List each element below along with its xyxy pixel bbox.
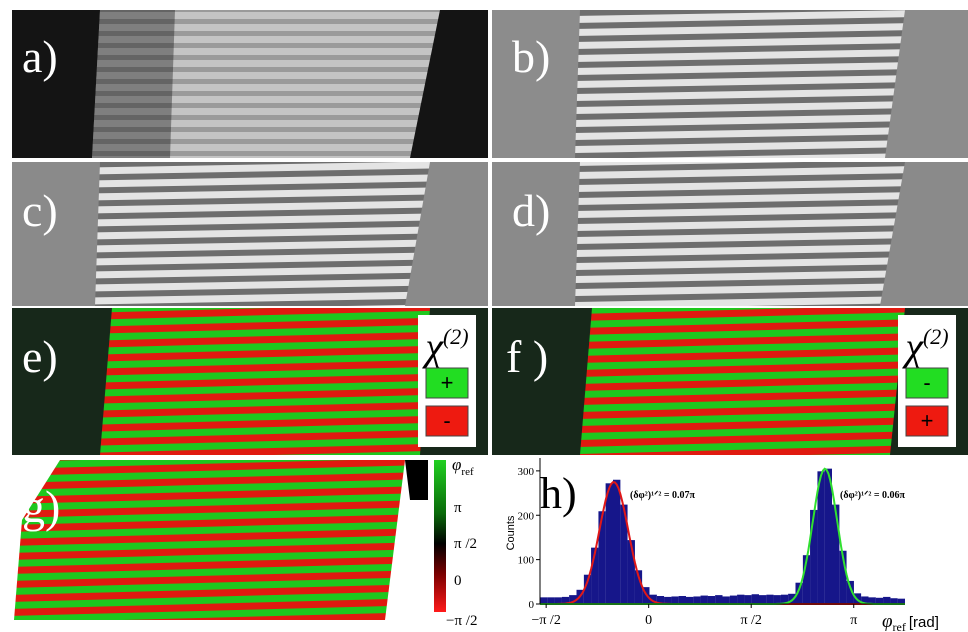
panel-e: e) χ(2) + - bbox=[12, 308, 488, 455]
bar bbox=[561, 596, 570, 604]
subscript: ref bbox=[461, 466, 474, 478]
bar bbox=[583, 574, 592, 604]
bar bbox=[861, 596, 869, 604]
panel-b: b) bbox=[492, 10, 968, 158]
bar bbox=[598, 511, 606, 604]
bar bbox=[773, 595, 781, 604]
bar bbox=[715, 595, 723, 604]
colorbar-label: π bbox=[454, 500, 462, 516]
legend-sign: + bbox=[441, 370, 454, 395]
panel-c: c) bbox=[12, 162, 488, 306]
bar bbox=[890, 598, 898, 604]
bar bbox=[839, 550, 847, 604]
bar bbox=[832, 504, 840, 604]
panel-label: d) bbox=[512, 185, 550, 236]
y-tick-label: 300 bbox=[518, 466, 535, 478]
x-tick-label: π /2 bbox=[740, 613, 761, 628]
legend-title: χ(2) bbox=[421, 324, 468, 369]
bar bbox=[678, 596, 686, 604]
unit: [rad] bbox=[909, 614, 939, 631]
panel-label: g) bbox=[22, 481, 60, 532]
bar bbox=[780, 594, 789, 604]
panel-g: g) φref π π /2 0 −π /2 bbox=[12, 455, 477, 629]
legend-sign: - bbox=[443, 408, 450, 433]
bar bbox=[744, 595, 752, 604]
bar bbox=[846, 580, 854, 604]
bar bbox=[788, 593, 796, 604]
bar bbox=[766, 594, 774, 604]
x-tick-label: 0 bbox=[645, 613, 652, 628]
panel-label: c) bbox=[22, 185, 58, 236]
x-tick-label: −π /2 bbox=[531, 613, 560, 628]
bar bbox=[591, 547, 599, 604]
symbol: φ bbox=[452, 455, 461, 474]
bar bbox=[554, 597, 562, 604]
panel-f: f ) χ(2) - + bbox=[492, 308, 968, 455]
bar bbox=[627, 540, 635, 604]
symbol: φ bbox=[882, 611, 893, 632]
bar bbox=[605, 483, 613, 604]
y-axis-label: Counts bbox=[505, 515, 517, 550]
bar bbox=[664, 596, 672, 604]
bar bbox=[817, 471, 825, 604]
colorbar-title: φref bbox=[452, 455, 474, 478]
bar bbox=[634, 570, 643, 604]
bar bbox=[737, 594, 745, 604]
bar bbox=[547, 597, 555, 604]
panel-label: b) bbox=[512, 31, 550, 82]
bar bbox=[729, 595, 738, 604]
superscript: (2) bbox=[443, 324, 469, 349]
annotation: (δφ²)¹ᐟ² = 0.06π bbox=[840, 490, 906, 501]
colorbar-label: π /2 bbox=[454, 536, 477, 552]
bar bbox=[671, 596, 679, 604]
panel-label: a) bbox=[22, 31, 58, 82]
x-tick-label: π bbox=[850, 613, 857, 628]
bar bbox=[569, 595, 577, 604]
bar bbox=[810, 509, 818, 604]
bar bbox=[759, 595, 767, 604]
panel-d: d) bbox=[492, 162, 968, 306]
bar bbox=[897, 598, 905, 604]
y-tick-label: 200 bbox=[518, 510, 535, 522]
symbol: χ bbox=[901, 324, 924, 369]
legend-sign: - bbox=[923, 370, 930, 395]
x-axis-label: φref [rad] bbox=[882, 611, 939, 632]
panel-a: a) bbox=[12, 10, 488, 158]
bar bbox=[540, 597, 548, 604]
annotation: (δφ²)¹ᐟ² = 0.07π bbox=[630, 490, 696, 501]
bar bbox=[613, 479, 621, 604]
bar bbox=[686, 596, 694, 604]
bar bbox=[751, 594, 759, 604]
bar bbox=[707, 596, 716, 604]
bar bbox=[868, 597, 876, 604]
bar bbox=[883, 596, 891, 604]
colorbar-label: 0 bbox=[454, 573, 462, 589]
panel-label: h) bbox=[540, 469, 577, 518]
bar bbox=[620, 504, 628, 604]
panel-h: h) Counts (δφ²)¹ᐟ² = 0.07π (δφ²)¹ᐟ² = 0.… bbox=[505, 458, 939, 632]
bar bbox=[642, 587, 650, 604]
bar bbox=[700, 595, 708, 604]
y-tick-label: 100 bbox=[518, 555, 535, 567]
bar bbox=[722, 596, 730, 604]
colorbar bbox=[434, 460, 446, 612]
panel-label: e) bbox=[22, 331, 58, 382]
bar bbox=[802, 555, 811, 604]
bar bbox=[656, 596, 665, 604]
bar bbox=[693, 596, 701, 604]
bar bbox=[824, 468, 832, 604]
superscript: (2) bbox=[923, 324, 949, 349]
subscript: ref bbox=[893, 620, 906, 632]
legend-sign: + bbox=[921, 408, 934, 433]
bar bbox=[875, 597, 884, 604]
bar bbox=[795, 582, 803, 604]
colorbar-label: −π /2 bbox=[446, 613, 477, 629]
bar bbox=[649, 594, 657, 604]
y-tick-label: 0 bbox=[529, 599, 535, 611]
panel-label: f ) bbox=[506, 331, 548, 382]
symbol: χ bbox=[421, 324, 444, 369]
legend-title: χ(2) bbox=[901, 324, 948, 369]
